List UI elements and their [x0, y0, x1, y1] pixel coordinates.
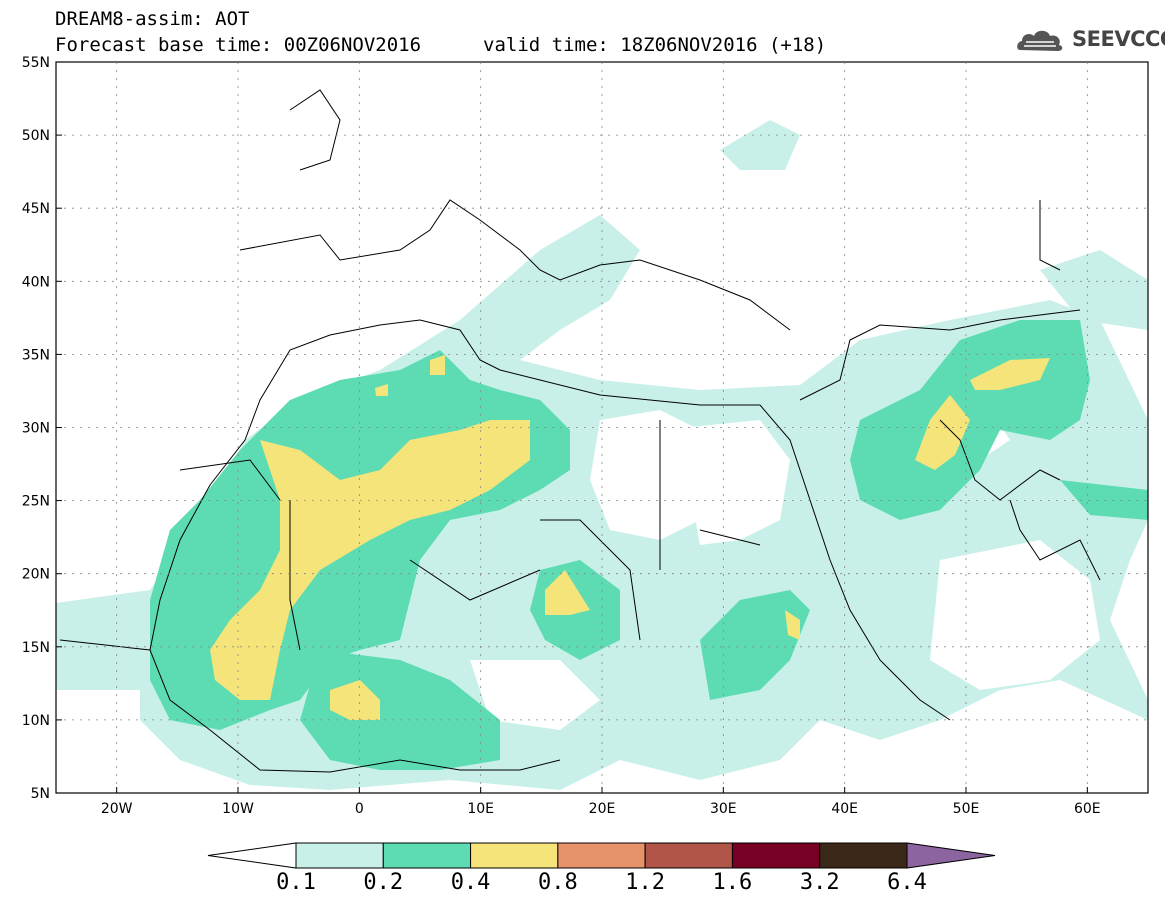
lat-label: 45N: [22, 201, 50, 217]
logo-text: SEEVCCC: [1072, 27, 1165, 51]
lat-label: 10N: [22, 713, 50, 729]
lat-label: 55N: [22, 55, 50, 71]
colorbar-box: [470, 842, 559, 869]
colorbar-level-label: 6.4: [887, 870, 927, 895]
colorbar-box: [382, 842, 472, 869]
colorbar-box: [731, 842, 821, 869]
graticule: [56, 62, 1148, 793]
lon-label: 60E: [1074, 801, 1101, 817]
map-title: DREAM8-assim: AOT: [55, 8, 250, 30]
colorbar-box: [295, 842, 384, 869]
lon-label: 50E: [953, 801, 980, 817]
valid-time: valid time: 18Z06NOV2016 (+18): [483, 34, 827, 56]
aot-field-high: [210, 355, 1050, 720]
colorbar-level-label: 1.6: [712, 870, 753, 895]
coastlines: [59, 89, 1101, 773]
lat-label: 40N: [22, 274, 50, 290]
colorbar-level-label: 0.4: [450, 870, 491, 895]
forecast-base-time: Forecast base time: 00Z06NOV2016: [55, 34, 422, 56]
lat-label: 15N: [22, 640, 50, 656]
lon-label: 10E: [467, 801, 494, 817]
lon-label: 10W: [222, 801, 254, 817]
colorbar-box: [557, 842, 646, 869]
colorbar-box: [644, 842, 733, 869]
lat-label: 5N: [31, 786, 50, 802]
colorbar-over-arrow: [906, 842, 996, 869]
colorbar-level-label: 1.2: [625, 870, 666, 895]
colorbar-level-label: 0.1: [276, 870, 316, 895]
lon-label: 0: [355, 801, 364, 817]
lat-label: 20N: [22, 567, 50, 583]
lon-label: 20E: [589, 801, 616, 817]
lat-label: 25N: [22, 494, 50, 510]
lat-label: 50N: [22, 128, 50, 144]
lon-label: 20W: [101, 801, 133, 817]
colorbar-box: [819, 842, 908, 869]
lon-label: 40E: [831, 801, 858, 817]
colorbar-level-label: 0.8: [537, 870, 578, 895]
lat-label: 30N: [22, 421, 50, 437]
cloud-icon: [1017, 30, 1063, 51]
colorbar-level-label: 0.2: [363, 870, 404, 895]
colorbar-level-label: 3.2: [799, 870, 840, 895]
colorbar-under-arrow: [207, 842, 297, 869]
lon-label: 30E: [710, 801, 737, 817]
lat-label: 35N: [22, 347, 50, 363]
